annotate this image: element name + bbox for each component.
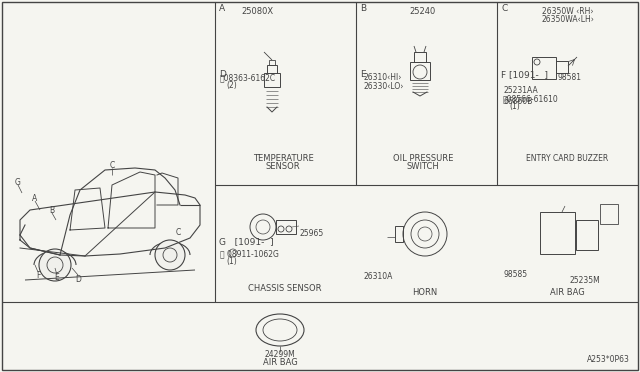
Text: 25240: 25240 <box>410 7 436 16</box>
Bar <box>414 52 426 62</box>
Text: 66860B: 66860B <box>504 97 533 106</box>
Text: 26310‹HI›: 26310‹HI› <box>363 73 401 82</box>
Text: B: B <box>49 205 54 215</box>
Text: D: D <box>75 276 81 285</box>
Text: OIL PRESSURE: OIL PRESSURE <box>393 154 453 163</box>
Text: A253*0P63: A253*0P63 <box>587 355 630 364</box>
Text: 98581: 98581 <box>558 73 582 82</box>
Bar <box>264 73 280 87</box>
Text: ENTRY CARD BUZZER: ENTRY CARD BUZZER <box>526 154 608 163</box>
Text: AIR BAG: AIR BAG <box>550 288 584 297</box>
Text: 25235M: 25235M <box>570 276 601 285</box>
Text: E: E <box>360 70 365 79</box>
Text: (1): (1) <box>226 257 237 266</box>
Circle shape <box>39 249 71 281</box>
Text: A: A <box>33 193 38 202</box>
Text: F [1091-  ]: F [1091- ] <box>501 70 548 79</box>
Bar <box>269 60 275 65</box>
Text: 98585: 98585 <box>504 270 528 279</box>
Text: (1): (1) <box>509 102 520 111</box>
Bar <box>576 220 598 250</box>
Text: 25231AA: 25231AA <box>504 86 539 95</box>
Text: C: C <box>501 4 508 13</box>
Text: C: C <box>109 160 115 170</box>
Text: C: C <box>175 228 180 237</box>
Bar <box>556 61 568 73</box>
Text: G   [1091-  ]: G [1091- ] <box>219 237 274 246</box>
Text: E: E <box>54 273 60 282</box>
Bar <box>410 62 430 80</box>
Text: SWITCH: SWITCH <box>406 162 440 171</box>
Bar <box>276 220 296 234</box>
Bar <box>600 204 618 224</box>
Text: 26350W ‹RH›: 26350W ‹RH› <box>542 7 594 16</box>
Bar <box>532 57 556 79</box>
Text: HORN: HORN <box>412 288 438 297</box>
Text: F: F <box>36 270 40 279</box>
Text: CHASSIS SENSOR: CHASSIS SENSOR <box>248 284 322 293</box>
Text: 25080X: 25080X <box>241 7 273 16</box>
Text: 25965: 25965 <box>300 229 324 238</box>
Circle shape <box>155 240 185 270</box>
Text: B: B <box>360 4 366 13</box>
Text: Ⓜ08566-61610: Ⓜ08566-61610 <box>503 94 559 103</box>
Text: G: G <box>15 177 21 186</box>
Text: TEMPERATURE: TEMPERATURE <box>253 154 314 163</box>
Text: Ⓞ 08911-1062G: Ⓞ 08911-1062G <box>220 249 279 258</box>
Text: Ⓜ08363-6162C: Ⓜ08363-6162C <box>220 73 276 82</box>
Text: (2): (2) <box>226 81 237 90</box>
Text: 26310A: 26310A <box>363 272 392 281</box>
Bar <box>267 65 277 73</box>
Text: A: A <box>219 4 225 13</box>
Text: 26330‹LO›: 26330‹LO› <box>363 82 403 91</box>
Text: AIR BAG: AIR BAG <box>262 358 298 367</box>
Bar <box>395 226 403 242</box>
Text: 26350WA‹LH›: 26350WA‹LH› <box>541 15 595 24</box>
Text: D: D <box>219 70 226 79</box>
Text: SENSOR: SENSOR <box>266 162 300 171</box>
Text: 24299M: 24299M <box>264 350 296 359</box>
Bar <box>540 212 575 254</box>
